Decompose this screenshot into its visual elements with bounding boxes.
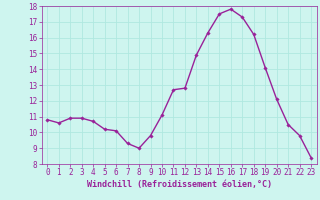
X-axis label: Windchill (Refroidissement éolien,°C): Windchill (Refroidissement éolien,°C) bbox=[87, 180, 272, 189]
